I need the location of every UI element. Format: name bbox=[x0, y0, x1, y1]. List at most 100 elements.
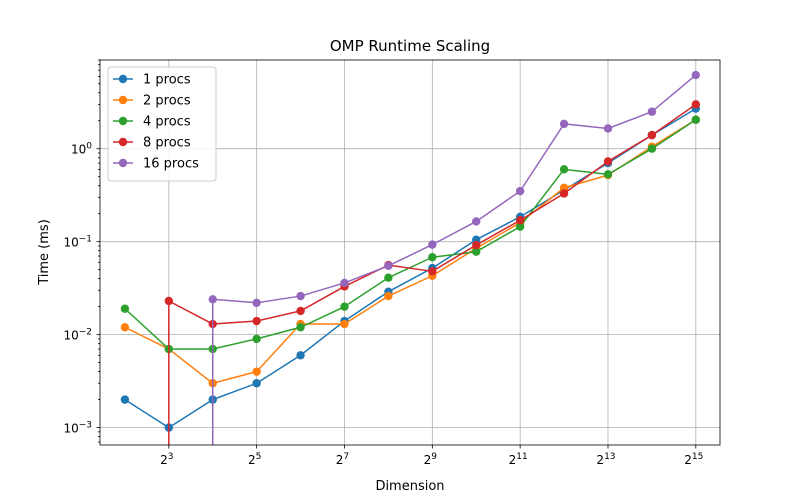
x-tick-base: 2 bbox=[424, 453, 432, 467]
legend-marker bbox=[118, 137, 128, 147]
x-tick-label: 215 bbox=[684, 452, 703, 467]
chart-title: OMP Runtime Scaling bbox=[330, 37, 490, 55]
data-point bbox=[515, 222, 525, 231]
x-tick-base: 2 bbox=[248, 453, 256, 467]
legend-label: 2 procs bbox=[143, 94, 191, 109]
data-point bbox=[559, 189, 569, 198]
data-point bbox=[647, 130, 657, 140]
legend-item: 8 procs bbox=[113, 136, 191, 151]
legend: 1 procs 2 procs 4 procs 8 procs 16 procs bbox=[107, 66, 217, 182]
data-point bbox=[515, 186, 525, 196]
y-tick-base: 10 bbox=[63, 329, 78, 343]
data-point bbox=[559, 165, 569, 174]
legend-marker bbox=[118, 95, 128, 105]
data-point bbox=[296, 351, 305, 360]
data-point bbox=[296, 291, 305, 301]
y-tick-label: 10−3 bbox=[63, 421, 92, 436]
x-tick-base: 2 bbox=[596, 453, 604, 467]
data-point bbox=[515, 216, 525, 225]
x-tick-exponent: 11 bbox=[516, 452, 527, 462]
x-tick-label: 29 bbox=[424, 452, 438, 467]
data-point bbox=[252, 298, 261, 308]
data-point bbox=[252, 379, 261, 388]
legend-label: 8 procs bbox=[143, 136, 191, 151]
data-point bbox=[603, 157, 613, 166]
y-tick-exponent: −1 bbox=[79, 235, 92, 245]
data-point bbox=[208, 295, 217, 304]
data-point bbox=[472, 217, 481, 226]
y-tick-exponent: 0 bbox=[86, 142, 92, 152]
x-tick-label: 23 bbox=[160, 452, 173, 467]
y-tick-base: 10 bbox=[71, 143, 86, 157]
data-point bbox=[559, 119, 569, 129]
data-point bbox=[647, 107, 657, 116]
series-line bbox=[212, 74, 697, 304]
series-16-procs bbox=[208, 70, 701, 445]
data-point bbox=[603, 124, 613, 133]
x-tick-base: 2 bbox=[684, 453, 692, 467]
y-tick-base: 10 bbox=[63, 422, 78, 436]
data-point bbox=[384, 261, 393, 271]
x-tick-label: 27 bbox=[336, 452, 349, 467]
data-point bbox=[120, 304, 130, 313]
legend-label: 4 procs bbox=[143, 115, 191, 130]
x-tick-exponent: 3 bbox=[168, 452, 174, 462]
x-tick-base: 2 bbox=[336, 453, 344, 467]
legend-marker bbox=[118, 116, 128, 126]
legend-item: 4 procs bbox=[113, 115, 191, 130]
data-point bbox=[296, 323, 305, 332]
data-point bbox=[384, 273, 393, 282]
legend-item: 16 procs bbox=[113, 157, 199, 172]
data-point bbox=[120, 323, 130, 332]
data-point bbox=[691, 100, 701, 109]
legend-label: 16 procs bbox=[143, 157, 199, 172]
x-tick-exponent: 15 bbox=[692, 452, 703, 462]
data-point bbox=[428, 240, 437, 249]
data-point bbox=[252, 316, 261, 326]
x-tick-base: 2 bbox=[160, 453, 168, 467]
plot-frame bbox=[99, 59, 721, 446]
data-point bbox=[691, 70, 701, 80]
data-point bbox=[603, 170, 613, 179]
x-axis-ticks: 23 25 27 29 211 213 215 bbox=[160, 445, 703, 467]
data-point bbox=[340, 319, 349, 329]
data-point bbox=[384, 291, 393, 301]
data-point bbox=[691, 115, 701, 124]
y-tick-label: 10−1 bbox=[63, 235, 92, 250]
legend-item: 1 procs bbox=[113, 73, 191, 88]
x-tick-base: 2 bbox=[509, 453, 517, 467]
y-tick-label: 100 bbox=[71, 142, 92, 157]
y-tick-exponent: −2 bbox=[79, 328, 92, 338]
data-point bbox=[340, 302, 349, 311]
legend-marker bbox=[118, 74, 128, 84]
legend-item: 2 procs bbox=[113, 94, 191, 109]
legend-label: 1 procs bbox=[143, 73, 191, 88]
data-point bbox=[252, 367, 261, 376]
legend-box bbox=[107, 66, 217, 182]
x-tick-label: 25 bbox=[248, 452, 261, 467]
data-point bbox=[296, 306, 305, 316]
y-tick-base: 10 bbox=[63, 236, 78, 250]
data-point bbox=[340, 278, 349, 288]
x-tick-exponent: 5 bbox=[256, 452, 262, 462]
data-point bbox=[428, 267, 437, 276]
x-tick-exponent: 13 bbox=[604, 452, 615, 462]
x-tick-label: 213 bbox=[596, 452, 615, 467]
data-point bbox=[647, 144, 657, 153]
data-point bbox=[120, 395, 130, 404]
x-tick-exponent: 7 bbox=[343, 452, 349, 462]
data-point bbox=[428, 253, 437, 262]
data-point bbox=[472, 247, 481, 256]
y-tick-exponent: −3 bbox=[79, 421, 92, 431]
series-line bbox=[124, 119, 697, 384]
data-point bbox=[164, 296, 174, 306]
x-tick-label: 211 bbox=[509, 452, 528, 467]
y-tick-label: 10−2 bbox=[63, 328, 92, 343]
legend-marker bbox=[118, 158, 128, 168]
plot-series bbox=[120, 70, 701, 445]
x-axis-label: Dimension bbox=[375, 479, 444, 494]
data-point bbox=[472, 240, 481, 250]
